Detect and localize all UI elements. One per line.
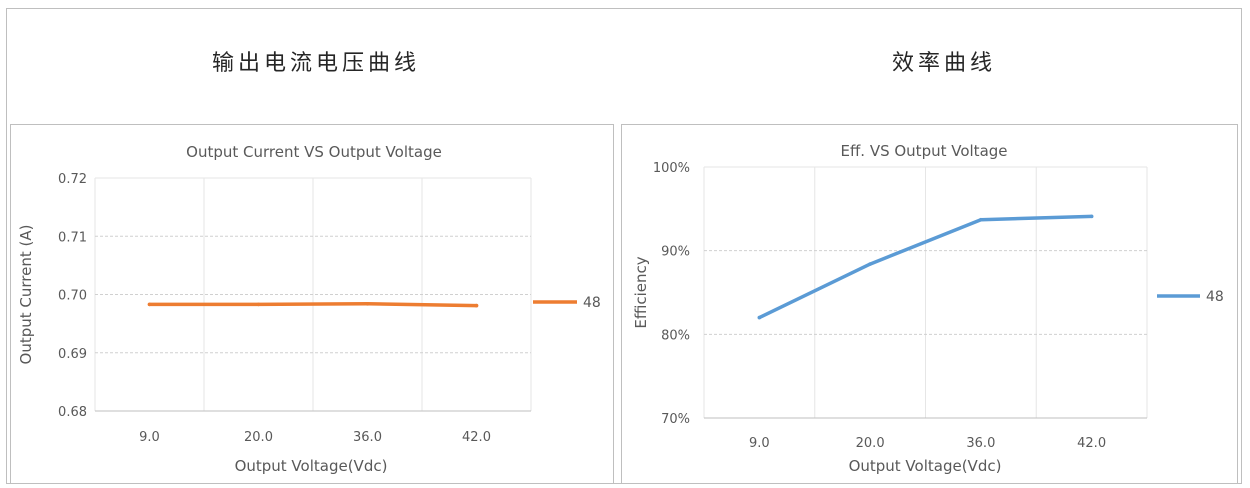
x-tick-label: 42.0 [1077,436,1106,451]
y-tick-label: 0.71 [58,230,87,245]
x-tick-label: 42.0 [462,430,491,445]
right-section-title: 效率曲线 [892,51,997,76]
data-point [1089,214,1094,219]
y-tick-label: 0.70 [58,289,87,304]
data-point [868,262,872,266]
y-tick-label: 0.69 [58,347,87,362]
data-point [256,302,261,307]
x-tick-label: 20.0 [856,436,885,451]
data-point [365,302,370,306]
x-tick-label: 9.0 [749,436,770,451]
series-line-48 [757,214,1094,320]
y-tick-label: 70% [661,412,690,427]
y-tick-label: 0.72 [58,172,87,187]
left-section-title: 输出电流电压曲线 [212,51,421,76]
legend-label: 48 [1206,289,1224,305]
y-tick-label: 0.68 [58,405,87,420]
y-tick-label: 100% [653,161,690,176]
x-tick-label: 36.0 [353,430,382,445]
efficiency-chart-panel: 70% 80% 90% 100% 9.0 20.0 36.0 42.0 Eff. VS Outp… [621,124,1238,484]
data-point [757,315,762,320]
chart-title: Output Current VS Output Voltage [186,143,442,161]
current-chart-panel: 0.68 0.69 0.70 0.71 0.72 9.0 20.0 36.0 42.0 Outpu… [10,124,614,484]
x-axis-label: Output Voltage(Vdc) [235,457,388,475]
x-tick-label: 9.0 [139,430,160,445]
x-tick-label: 20.0 [244,430,273,445]
chart-title: Eff. VS Output Voltage [840,142,1007,160]
current-chart: 0.68 0.69 0.70 0.71 0.72 9.0 20.0 36.0 42.0 Outpu… [17,143,601,475]
data-point [979,217,983,222]
y-tick-label: 90% [661,245,690,260]
x-tick-label: 36.0 [966,436,995,451]
y-axis-label: Output Current (A) [17,225,35,365]
series-line-48 [147,302,479,308]
y-axis-label: Efficiency [632,256,650,328]
efficiency-chart: 70% 80% 90% 100% 9.0 20.0 36.0 42.0 Eff. VS Outp… [632,142,1224,475]
data-point [474,303,479,308]
data-point [147,302,152,307]
legend-label: 48 [583,295,601,311]
y-tick-label: 80% [661,328,690,343]
x-axis-label: Output Voltage(Vdc) [849,457,1002,475]
